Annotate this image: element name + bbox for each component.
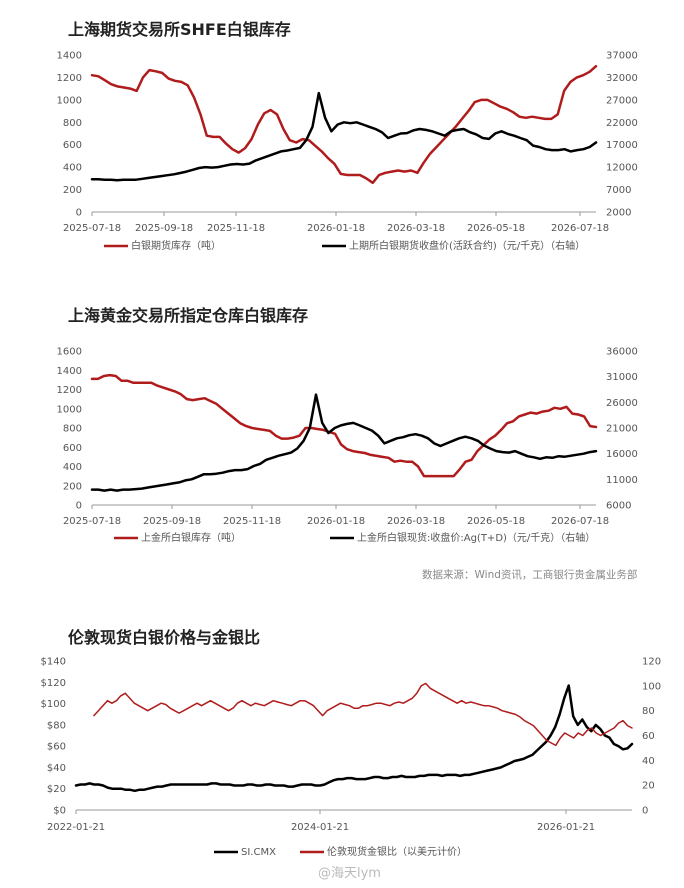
chart1-ytick-right: 17000 [606, 140, 638, 151]
chart3-ytick-left: $20 [47, 784, 66, 795]
chart1-legend-label-1: 白银期货库存（吨） [131, 239, 221, 252]
source-note: 数据来源：Wind资讯，工商银行贵金属业务部 [422, 569, 638, 581]
chart2-xtick: 2025-09-18 [143, 516, 201, 527]
chart3-xtick: 2026-01-21 [537, 822, 595, 833]
chart3-ytick-left: $80 [47, 720, 66, 731]
chart1-ytick-right: 32000 [606, 73, 638, 84]
chart1-ytick-left: 600 [63, 140, 82, 151]
chart2-ytick-right: 16000 [606, 449, 638, 460]
chart3-series-1-line [74, 684, 634, 793]
chart2-series-1-line [90, 373, 598, 478]
chart2-ytick-left: 400 [63, 462, 82, 473]
chart1-series-1-line [90, 64, 598, 185]
chart3-ytick-right: 0 [642, 806, 648, 817]
chart3-ytick-left: $120 [41, 678, 66, 689]
chart2-series-2-line [90, 393, 598, 492]
chart1-ytick-right: 37000 [606, 51, 638, 62]
chart1-series-2-line [90, 91, 598, 182]
chart2-ytick-left: 1600 [57, 347, 82, 358]
chart2-xtick: 2026-07-18 [551, 516, 609, 527]
chart1-xtick: 2025-09-18 [135, 223, 193, 234]
chart2-ytick-left: 800 [63, 424, 82, 435]
chart2-ytick-right: 31000 [606, 372, 638, 383]
chart3-legend-label-2: 伦敦现货金银比（以美元计价） [327, 845, 467, 858]
chart3-ytick-right: 100 [642, 681, 661, 692]
chart2-xtick: 2026-05-18 [467, 516, 525, 527]
chart1-legend-label-2: 上期所白银期货收盘价(活跃合约)（元/千克）（右轴） [349, 239, 585, 252]
chart2-ytick-right: 21000 [606, 424, 638, 435]
chart1-xtick: 2026-01-18 [307, 223, 365, 234]
chart1-xtick: 2026-03-18 [387, 223, 445, 234]
chart3-ytick-left: $60 [47, 742, 66, 753]
watermark: @海天lym [318, 866, 381, 881]
chart1-xtick: 2026-07-18 [551, 223, 609, 234]
chart1-ytick-right: 27000 [606, 95, 638, 106]
chart1-ytick-left: 400 [63, 163, 82, 174]
chart1-ytick-left: 1200 [57, 73, 82, 84]
chart1-title: 上海期货交易所SHFE白银库存 [68, 20, 291, 39]
chart1-xtick: 2026-05-18 [467, 223, 525, 234]
chart2-ytick-left: 600 [63, 443, 82, 454]
chart1-ytick-right: 12000 [606, 163, 638, 174]
chart1-ytick-left: 0 [76, 208, 82, 219]
chart2-ytick-left: 0 [76, 501, 82, 512]
chart1-ytick-left: 1400 [57, 51, 82, 62]
chart2-xtick: 2026-03-18 [387, 516, 445, 527]
chart3-ytick-left: $0 [53, 806, 66, 817]
chart1-ytick-left: 200 [63, 185, 82, 196]
chart3-ytick-right: 60 [642, 731, 655, 742]
chart3-series-2-line [93, 682, 633, 747]
chart3-ytick-left: $140 [41, 657, 66, 668]
chart2-xtick: 2025-11-18 [223, 516, 281, 527]
chart3-xtick: 2022-01-21 [47, 822, 105, 833]
chart3-ytick-left: $100 [41, 699, 66, 710]
chart3-legend-label-1: SI.CMX [241, 847, 276, 858]
chart3-title: 伦敦现货白银价格与金银比 [68, 628, 261, 647]
chart1-ytick-left: 1000 [57, 95, 82, 106]
chart1-ytick-right: 2000 [606, 208, 631, 219]
chart2-ytick-right: 6000 [606, 501, 631, 512]
chart2-legend-label-2: 上金所白银现货:收盘价:Ag(T+D)（元/千克）（右轴） [357, 531, 595, 544]
chart3-xtick: 2024-01-21 [291, 822, 349, 833]
chart2-title: 上海黄金交易所指定仓库白银库存 [68, 306, 309, 325]
chart2-ytick-right: 11000 [606, 475, 638, 486]
chart2-xtick: 2025-07-18 [63, 516, 121, 527]
chart3-ytick-right: 120 [642, 657, 661, 668]
chart1-ytick-right: 22000 [606, 118, 638, 129]
chart2-xtick: 2026-01-18 [307, 516, 365, 527]
chart3-ytick-right: 80 [642, 706, 655, 717]
chart2-ytick-left: 1200 [57, 385, 82, 396]
chart1-xtick: 2025-11-18 [207, 223, 265, 234]
chart2-ytick-left: 200 [63, 481, 82, 492]
chart1-ytick-left: 800 [63, 118, 82, 129]
chart2-ytick-right: 26000 [606, 398, 638, 409]
chart3-ytick-right: 20 [642, 781, 655, 792]
chart2-ytick-left: 1400 [57, 366, 82, 377]
chart2-ytick-right: 36000 [606, 347, 638, 358]
chart2-ytick-left: 1000 [57, 404, 82, 415]
chart1-ytick-right: 7000 [606, 185, 631, 196]
chart3-ytick-right: 40 [642, 756, 655, 767]
chart3-ytick-left: $40 [47, 763, 66, 774]
chart2-legend-label-1: 上金所白银库存（吨） [141, 531, 241, 544]
chart1-xtick: 2025-07-18 [63, 223, 121, 234]
